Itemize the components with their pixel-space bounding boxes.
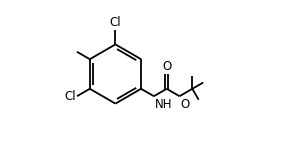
- Text: Cl: Cl: [110, 16, 121, 29]
- Text: O: O: [162, 60, 171, 73]
- Text: Cl: Cl: [65, 90, 76, 103]
- Text: O: O: [180, 98, 189, 111]
- Text: NH: NH: [155, 98, 172, 111]
